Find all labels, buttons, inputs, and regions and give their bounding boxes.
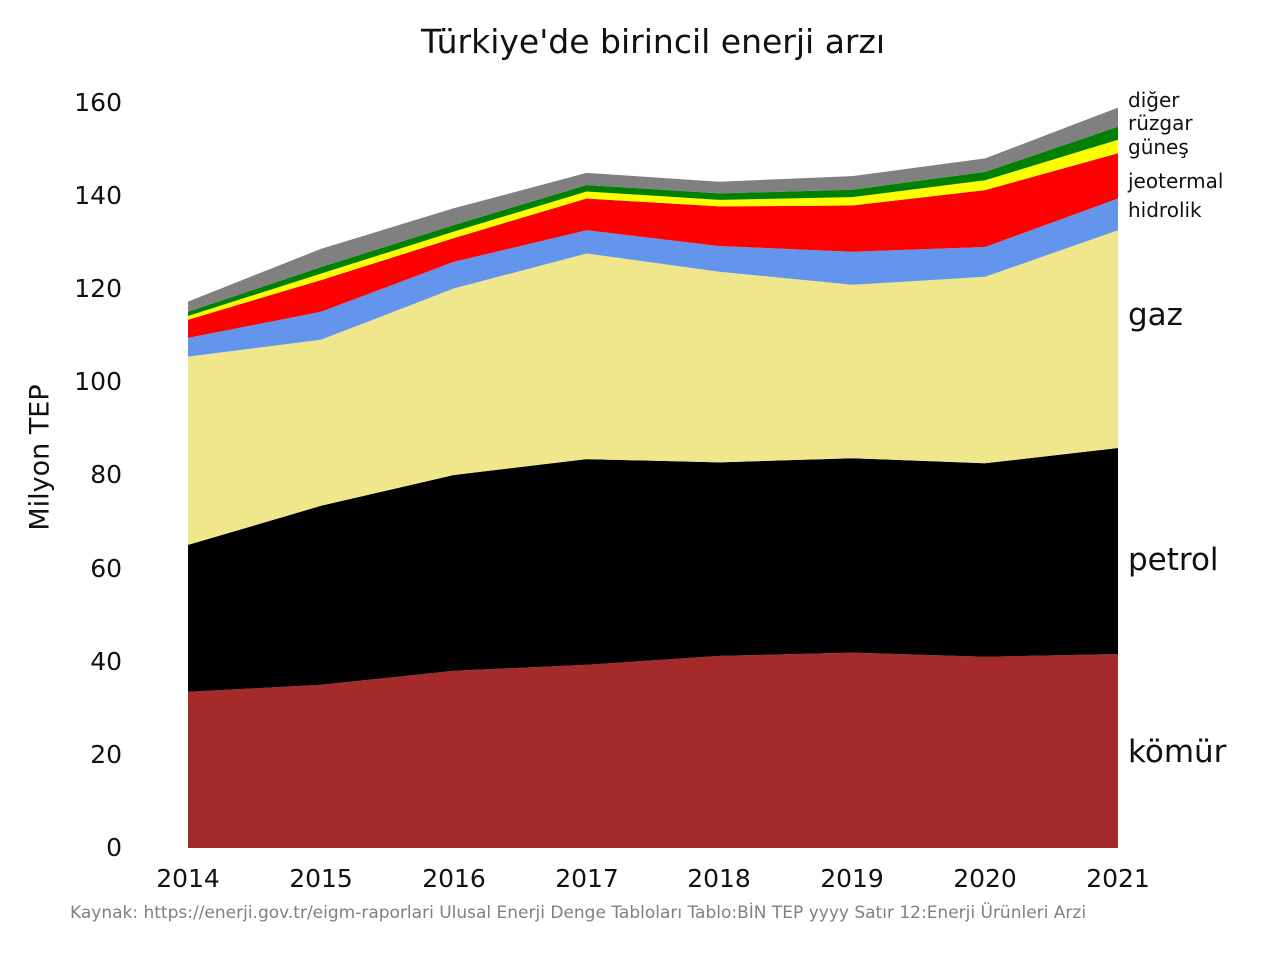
series-label-komur: kömür xyxy=(1128,734,1227,770)
y-tick-label: 140 xyxy=(74,181,122,210)
source-caption: Kaynak: https://enerji.gov.tr/eigm-rapor… xyxy=(70,903,1087,923)
x-tick-label: 2015 xyxy=(289,864,353,893)
series-label-petrol: petrol xyxy=(1128,542,1219,578)
area-gaz xyxy=(188,230,1118,545)
x-tick-label: 2019 xyxy=(820,864,884,893)
y-tick-label: 80 xyxy=(90,460,122,489)
x-tick-label: 2016 xyxy=(422,864,486,893)
series-label-gunes: güneş xyxy=(1128,135,1189,159)
chart-title: Türkiye'de birincil enerji arzı xyxy=(421,22,885,61)
x-tick-label: 2018 xyxy=(687,864,751,893)
area-hidrolik xyxy=(188,198,1118,357)
series-label-hidrolik: hidrolik xyxy=(1128,198,1202,222)
x-tick-label: 2017 xyxy=(555,864,619,893)
x-tick-label: 2021 xyxy=(1086,864,1150,893)
series-label-diger: diğer xyxy=(1128,88,1180,112)
x-tick-label: 2020 xyxy=(953,864,1017,893)
area-jeotermal xyxy=(188,153,1118,338)
y-tick-label: 0 xyxy=(106,833,122,862)
series-label-gaz: gaz xyxy=(1128,297,1183,333)
area-petrol xyxy=(188,448,1118,692)
y-tick-label: 120 xyxy=(74,274,122,303)
y-tick-label: 100 xyxy=(74,367,122,396)
series-label-jeotermal: jeotermal xyxy=(1128,169,1224,193)
y-tick-label: 60 xyxy=(90,554,122,583)
series-label-ruzgar: rüzgar xyxy=(1128,111,1193,135)
x-tick-label: 2014 xyxy=(156,864,220,893)
area-komur xyxy=(188,652,1118,848)
y-tick-label: 20 xyxy=(90,740,122,769)
y-tick-label: 40 xyxy=(90,647,122,676)
y-tick-label: 160 xyxy=(74,88,122,117)
